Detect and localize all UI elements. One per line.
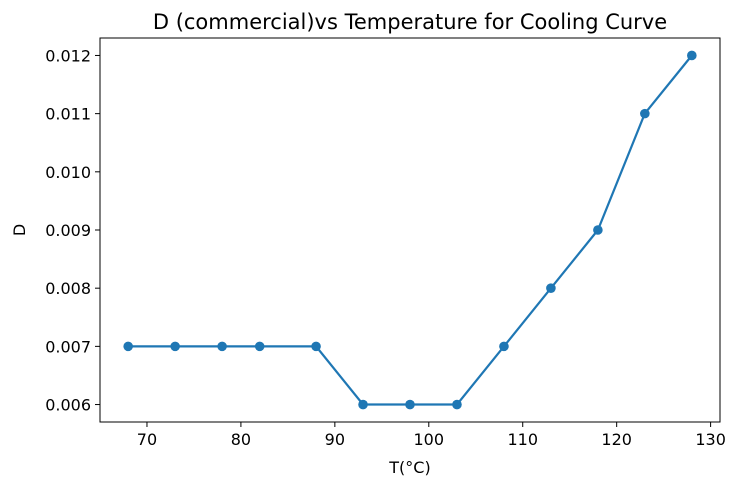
plot-area bbox=[99, 37, 721, 423]
y-tick-label: 0.012 bbox=[45, 46, 91, 65]
x-axis: 70 80 90 100 110 120 130 bbox=[137, 422, 726, 449]
chart-title: D (commercial)vs Temperature for Cooling… bbox=[153, 10, 667, 34]
y-tick-label: 0.006 bbox=[45, 396, 91, 415]
data-point bbox=[254, 341, 265, 352]
y-tick-label: 0.011 bbox=[45, 105, 91, 124]
data-point bbox=[640, 108, 650, 119]
y-tick-label: 0.008 bbox=[45, 279, 91, 298]
data-point bbox=[593, 225, 603, 235]
x-tick-label: 130 bbox=[695, 430, 726, 449]
y-tick-label: 0.007 bbox=[45, 337, 91, 356]
data-point bbox=[358, 399, 368, 410]
x-tick-label: 120 bbox=[601, 430, 632, 449]
x-tick-label: 100 bbox=[414, 430, 445, 449]
x-tick-label: 110 bbox=[507, 430, 538, 449]
data-point bbox=[217, 341, 227, 352]
x-axis-label: T(°C) bbox=[388, 458, 430, 477]
data-point bbox=[311, 341, 321, 352]
series-line bbox=[128, 54, 693, 406]
x-tick-label: 80 bbox=[231, 430, 251, 449]
y-axis: 0.006 0.007 0.008 0.009 0.010 0.011 0.012 bbox=[45, 46, 100, 415]
data-point bbox=[452, 399, 462, 410]
data-point bbox=[499, 341, 509, 352]
data-point bbox=[405, 399, 415, 410]
data-point bbox=[687, 50, 697, 61]
y-tick-label: 0.009 bbox=[45, 221, 91, 240]
data-points bbox=[123, 50, 697, 410]
x-tick-label: 90 bbox=[325, 430, 345, 449]
y-axis-label: D bbox=[10, 224, 29, 236]
x-tick-label: 70 bbox=[137, 430, 157, 449]
y-tick-label: 0.010 bbox=[45, 163, 91, 182]
data-point bbox=[170, 341, 180, 352]
data-point bbox=[546, 283, 556, 293]
data-point bbox=[123, 341, 133, 352]
